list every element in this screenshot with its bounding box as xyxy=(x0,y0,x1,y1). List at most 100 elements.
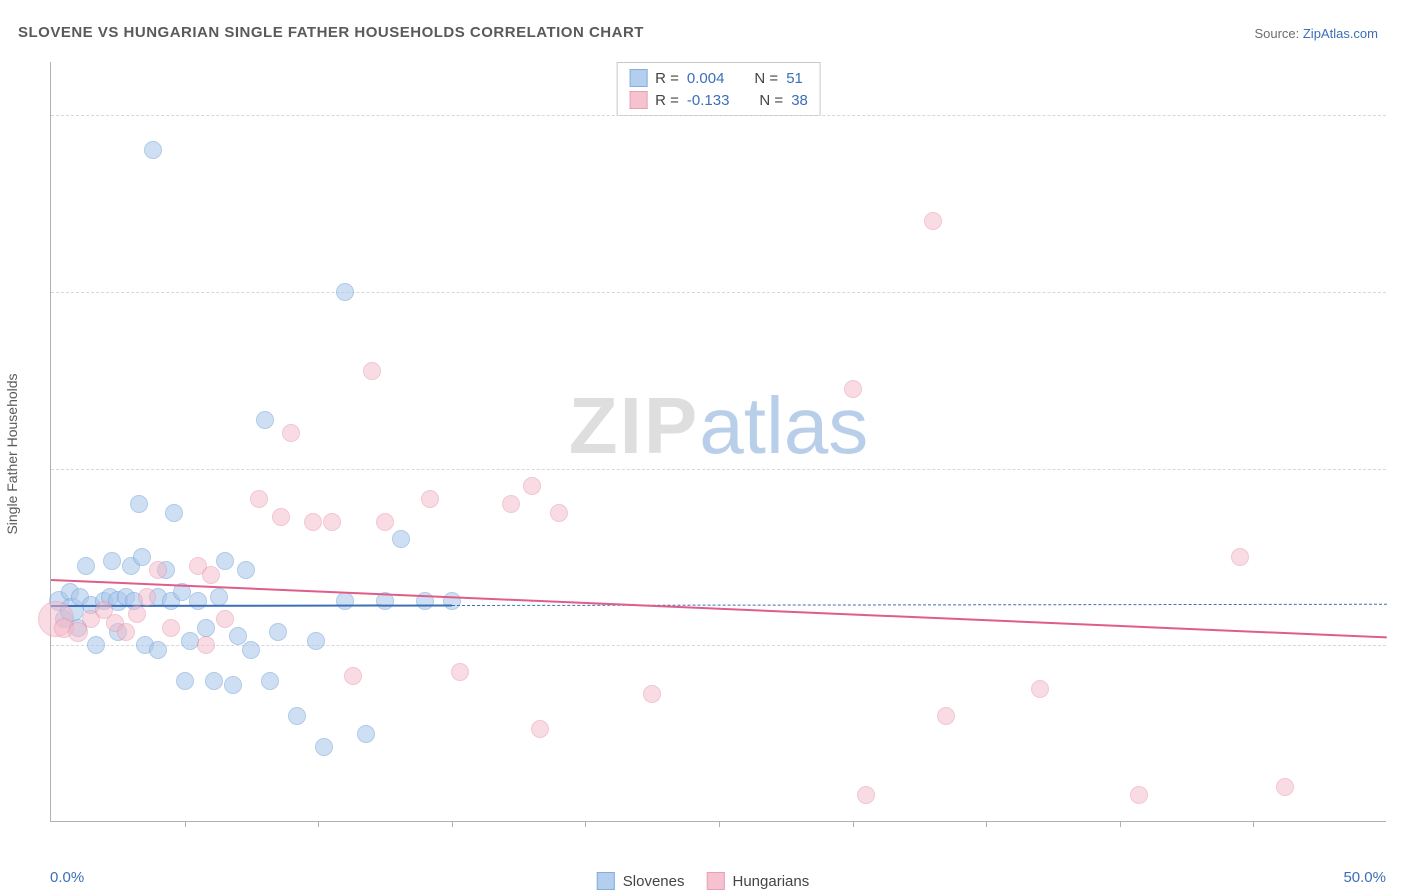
gridline xyxy=(51,469,1386,470)
correlation-legend: R =0.004N =51R =-0.133N =38 xyxy=(616,62,821,116)
scatter-point xyxy=(256,411,274,429)
correlation-legend-row: R = -0.133 N = 38 xyxy=(629,89,808,111)
scatter-point xyxy=(165,504,183,522)
chart-title: SLOVENE VS HUNGARIAN SINGLE FATHER HOUSE… xyxy=(18,24,644,41)
scatter-point xyxy=(117,623,135,641)
scatter-point xyxy=(149,561,167,579)
scatter-point xyxy=(77,557,95,575)
scatter-point xyxy=(844,380,862,398)
scatter-point xyxy=(144,141,162,159)
plot-area: ZIPatlas R =0.004N =51R =-0.133N =38 2.0… xyxy=(50,62,1386,822)
scatter-point xyxy=(550,504,568,522)
scatter-point xyxy=(202,566,220,584)
scatter-point xyxy=(451,663,469,681)
series-legend: Slovenes Hungarians xyxy=(597,872,809,890)
scatter-point xyxy=(392,530,410,548)
watermark-atlas: atlas xyxy=(699,381,868,470)
scatter-point xyxy=(643,685,661,703)
scatter-point xyxy=(1031,680,1049,698)
series-legend-label: Hungarians xyxy=(733,873,810,890)
scatter-point xyxy=(176,672,194,690)
scatter-point xyxy=(149,641,167,659)
x-tick xyxy=(318,821,319,827)
scatter-point xyxy=(242,641,260,659)
scatter-point xyxy=(443,592,461,610)
x-tick xyxy=(452,821,453,827)
series-legend-item: Hungarians xyxy=(707,872,810,890)
scatter-point xyxy=(502,495,520,513)
legend-swatch xyxy=(707,872,725,890)
scatter-point xyxy=(197,619,215,637)
scatter-point xyxy=(304,513,322,531)
scatter-point xyxy=(315,738,333,756)
scatter-point xyxy=(336,283,354,301)
gridline xyxy=(51,292,1386,293)
scatter-point xyxy=(307,632,325,650)
scatter-point xyxy=(269,623,287,641)
watermark-zip: ZIP xyxy=(569,381,699,470)
n-label: N = xyxy=(754,70,778,87)
x-axis-max-label: 50.0% xyxy=(1343,869,1386,886)
scatter-point xyxy=(237,561,255,579)
scatter-point xyxy=(336,592,354,610)
scatter-point xyxy=(937,707,955,725)
y-axis-label: Single Father Households xyxy=(4,373,20,534)
x-tick xyxy=(986,821,987,827)
source-link[interactable]: ZipAtlas.com xyxy=(1303,26,1378,41)
x-tick xyxy=(719,821,720,827)
trend-line xyxy=(51,579,1387,638)
scatter-point xyxy=(133,548,151,566)
scatter-point xyxy=(138,588,156,606)
x-tick xyxy=(185,821,186,827)
x-tick xyxy=(853,821,854,827)
scatter-point xyxy=(523,477,541,495)
scatter-chart: ZIPatlas R =0.004N =51R =-0.133N =38 2.0… xyxy=(50,62,1386,842)
x-tick xyxy=(1253,821,1254,827)
scatter-point xyxy=(924,212,942,230)
r-value: -0.133 xyxy=(687,92,730,109)
watermark: ZIPatlas xyxy=(569,380,868,472)
series-legend-item: Slovenes xyxy=(597,872,685,890)
scatter-point xyxy=(210,588,228,606)
n-label: N = xyxy=(759,92,783,109)
scatter-point xyxy=(103,552,121,570)
source-label: Source: xyxy=(1254,26,1302,41)
n-value: 38 xyxy=(791,92,808,109)
legend-swatch xyxy=(597,872,615,890)
scatter-point xyxy=(128,605,146,623)
x-tick xyxy=(585,821,586,827)
scatter-point xyxy=(363,362,381,380)
scatter-point xyxy=(130,495,148,513)
scatter-point xyxy=(857,786,875,804)
source-attribution: Source: ZipAtlas.com xyxy=(1254,26,1378,41)
scatter-point xyxy=(282,424,300,442)
scatter-point xyxy=(1231,548,1249,566)
scatter-point xyxy=(1130,786,1148,804)
scatter-point xyxy=(376,513,394,531)
correlation-legend-row: R =0.004N =51 xyxy=(629,67,808,89)
scatter-point xyxy=(189,592,207,610)
gridline xyxy=(51,115,1386,116)
scatter-point xyxy=(344,667,362,685)
scatter-point xyxy=(87,636,105,654)
scatter-point xyxy=(197,636,215,654)
scatter-point xyxy=(216,552,234,570)
scatter-point xyxy=(531,720,549,738)
scatter-point xyxy=(272,508,290,526)
x-axis-min-label: 0.0% xyxy=(50,869,84,886)
scatter-point xyxy=(1276,778,1294,796)
scatter-point xyxy=(323,513,341,531)
scatter-point xyxy=(216,610,234,628)
scatter-point xyxy=(162,619,180,637)
scatter-point xyxy=(261,672,279,690)
scatter-point xyxy=(250,490,268,508)
legend-swatch xyxy=(629,69,647,87)
series-legend-label: Slovenes xyxy=(623,873,685,890)
scatter-point xyxy=(205,672,223,690)
n-value: 51 xyxy=(786,70,803,87)
legend-swatch xyxy=(629,91,647,109)
scatter-point xyxy=(288,707,306,725)
scatter-point xyxy=(421,490,439,508)
r-label: R = xyxy=(655,92,679,109)
scatter-point xyxy=(224,676,242,694)
